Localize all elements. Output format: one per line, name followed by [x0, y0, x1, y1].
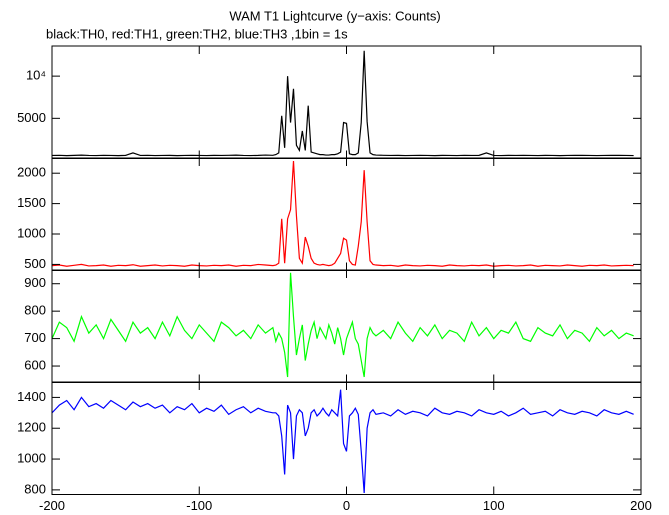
y-tick-label: 1500 [17, 195, 46, 210]
y-tick-label: 1200 [17, 420, 46, 435]
panel-frame [51, 45, 642, 159]
y-tick-label: 800 [24, 481, 46, 496]
chart-title: WAM T1 Lightcurve (y−axis: Counts) [229, 8, 440, 23]
y-tick-label: 600 [24, 357, 46, 372]
data-line [52, 272, 634, 378]
panel-frame [51, 157, 642, 271]
x-tick-label: 0 [343, 498, 350, 513]
panel-frame [51, 381, 642, 495]
x-tick-label: 100 [483, 498, 505, 513]
y-tick-label: 500 [24, 256, 46, 271]
y-tick-label: 5000 [17, 110, 46, 125]
panel-frame [51, 269, 642, 383]
chart-subtitle: black:TH0, red:TH1, green:TH2, blue:TH3 … [46, 26, 348, 41]
y-tick-label: 1000 [17, 225, 46, 240]
y-tick-label: 800 [24, 303, 46, 318]
data-line [52, 389, 634, 494]
y-tick-label: 10⁴ [26, 68, 46, 83]
y-tick-label: 900 [24, 275, 46, 290]
x-tick-label: 200 [630, 498, 652, 513]
y-tick-label: 1000 [17, 450, 46, 465]
y-tick-label: 2000 [17, 165, 46, 180]
data-line [52, 50, 634, 157]
data-line [52, 161, 634, 267]
x-tick-label: -200 [39, 498, 65, 513]
y-tick-label: 700 [24, 330, 46, 345]
x-tick-label: -100 [186, 498, 212, 513]
y-tick-label: 1400 [17, 389, 46, 404]
